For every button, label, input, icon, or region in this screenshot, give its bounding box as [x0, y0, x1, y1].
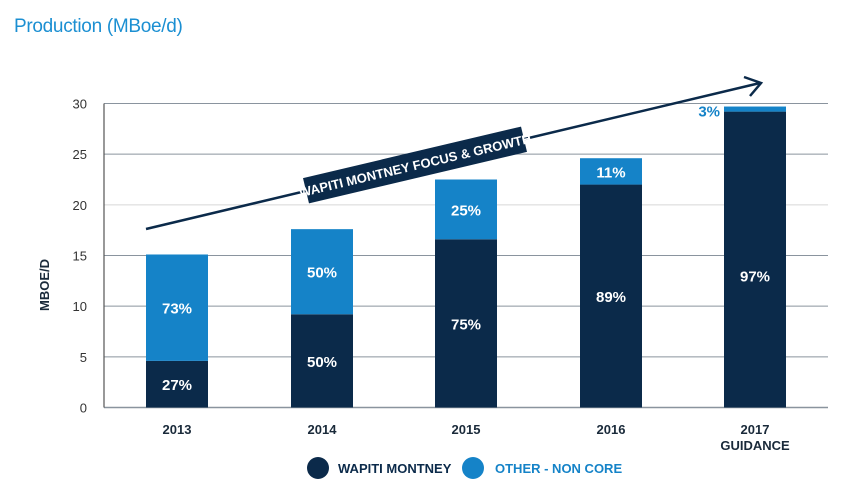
data-label: 89%: [596, 289, 626, 306]
bar-other-non-core-1: [291, 229, 353, 315]
bar-other-non-core-2: [435, 179, 497, 240]
y-tick-label: 5: [80, 350, 87, 365]
x-tick-label: GUIDANCE: [720, 438, 790, 453]
banner-background: [303, 126, 527, 204]
data-label: 11%: [596, 164, 625, 181]
data-label: 73%: [162, 301, 192, 318]
data-label: 27%: [162, 377, 192, 394]
x-tick-label: 2016: [597, 422, 626, 437]
legend-label: OTHER - NON CORE: [495, 461, 622, 476]
bar-wapiti-montney-3: [580, 184, 642, 408]
data-label: 97%: [740, 269, 770, 286]
bar-wapiti-montney-4: [724, 111, 786, 408]
annotation-text: WAPITI MONTNEY FOCUS & GROWTH: [298, 131, 533, 200]
data-label: 75%: [451, 316, 481, 333]
x-tick-label: 2013: [163, 422, 192, 437]
x-tick-label: 2017: [741, 422, 770, 437]
data-label: 25%: [451, 202, 481, 219]
bar-wapiti-montney-0: [146, 360, 208, 408]
y-tick-label: 30: [73, 97, 87, 112]
annotation-banner: WAPITI MONTNEY FOCUS & GROWTH: [298, 126, 533, 204]
bar-wapiti-montney-1: [291, 314, 353, 408]
data-label: 50%: [307, 354, 337, 371]
legend-label: WAPITI MONTNEY: [338, 461, 452, 476]
legend-swatch-other-non-core: [462, 457, 484, 479]
y-tick-label: 20: [73, 198, 87, 213]
y-tick-label: 10: [73, 299, 87, 314]
y-tick-label: 15: [73, 249, 87, 264]
bar-wapiti-montney-2: [435, 239, 497, 408]
y-tick-label: 25: [73, 147, 87, 162]
legend-swatch-wapiti-montney: [307, 457, 329, 479]
bar-other-non-core-4: [724, 106, 786, 112]
y-tick-label: 0: [80, 401, 87, 416]
arrow-head-icon: [743, 75, 764, 97]
data-label: 3%: [698, 104, 720, 121]
chart-title: Production (MBoe/d): [14, 16, 183, 37]
bar-other-non-core-0: [146, 254, 208, 361]
x-tick-label: 2014: [308, 422, 338, 437]
data-label: 50%: [307, 265, 337, 282]
y-axis-label: MBOE/D: [37, 259, 52, 311]
x-tick-label: 2015: [452, 422, 481, 437]
bar-other-non-core-3: [580, 158, 642, 185]
